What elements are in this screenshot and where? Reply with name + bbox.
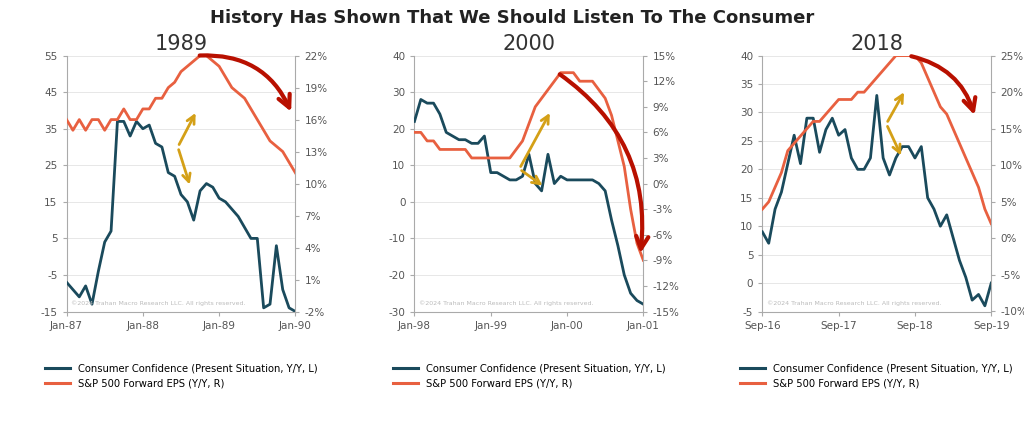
- Title: 2000: 2000: [503, 34, 555, 54]
- Text: ©2024 Trahan Macro Research LLC. All rights reserved.: ©2024 Trahan Macro Research LLC. All rig…: [71, 301, 246, 306]
- Text: ©2024 Trahan Macro Research LLC. All rights reserved.: ©2024 Trahan Macro Research LLC. All rig…: [767, 301, 941, 306]
- Title: 2018: 2018: [850, 34, 903, 54]
- Title: 1989: 1989: [155, 34, 208, 54]
- Text: History Has Shown That We Should Listen To The Consumer: History Has Shown That We Should Listen …: [210, 9, 814, 27]
- Text: ©2024 Trahan Macro Research LLC. All rights reserved.: ©2024 Trahan Macro Research LLC. All rig…: [419, 301, 594, 306]
- Legend: Consumer Confidence (Present Situation, Y/Y, L), S&P 500 Forward EPS (Y/Y, R): Consumer Confidence (Present Situation, …: [388, 360, 670, 393]
- Legend: Consumer Confidence (Present Situation, Y/Y, L), S&P 500 Forward EPS (Y/Y, R): Consumer Confidence (Present Situation, …: [736, 360, 1017, 393]
- Legend: Consumer Confidence (Present Situation, Y/Y, L), S&P 500 Forward EPS (Y/Y, R): Consumer Confidence (Present Situation, …: [41, 360, 322, 393]
